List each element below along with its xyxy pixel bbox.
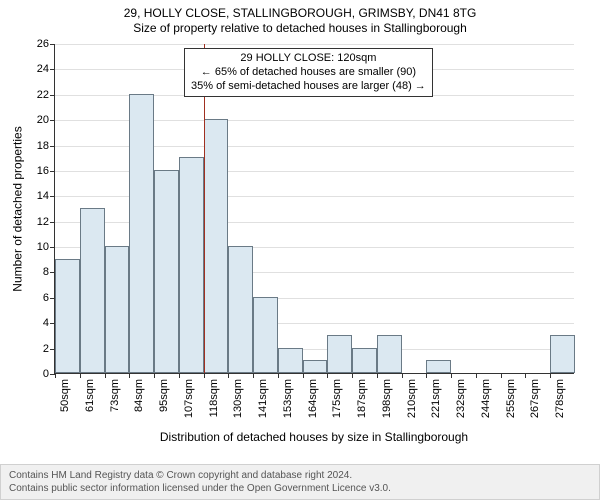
xtick-label: 198sqm [381, 379, 393, 418]
histogram-bar [253, 297, 278, 373]
histogram-bar [327, 335, 352, 373]
page-subtitle: Size of property relative to detached ho… [0, 21, 600, 36]
xtick-label: 84sqm [133, 379, 145, 412]
annotation-line: 35% of semi-detached houses are larger (… [191, 80, 426, 94]
ytick-label: 8 [43, 266, 49, 278]
xtick-label: 61sqm [84, 379, 96, 412]
histogram-bar [352, 348, 377, 373]
xtick-label: 278sqm [554, 379, 566, 418]
xtick-label: 175sqm [331, 379, 343, 418]
histogram-bar [204, 119, 229, 373]
ytick-label: 6 [43, 292, 49, 304]
ytick-label: 16 [37, 165, 49, 177]
xtick-label: 153sqm [282, 379, 294, 418]
histogram-bar [80, 208, 105, 373]
ytick-label: 26 [37, 38, 49, 50]
histogram-bar [228, 246, 253, 373]
xtick-label: 255sqm [505, 379, 517, 418]
footer-line: Contains public sector information licen… [9, 482, 591, 495]
ytick-label: 12 [37, 216, 49, 228]
xtick-label: 232sqm [455, 379, 467, 418]
ytick-label: 14 [37, 190, 49, 202]
ytick-label: 24 [37, 63, 49, 75]
xtick-label: 141sqm [257, 379, 269, 418]
ytick-label: 20 [37, 114, 49, 126]
histogram-bar [278, 348, 303, 373]
histogram-bar [550, 335, 575, 373]
histogram-bar [377, 335, 402, 373]
histogram-bar [426, 360, 451, 373]
xtick-label: 107sqm [183, 379, 195, 418]
ytick-label: 10 [37, 241, 49, 253]
annotation-line: 29 HOLLY CLOSE: 120sqm [191, 52, 426, 66]
xtick-label: 130sqm [232, 379, 244, 418]
xtick-label: 50sqm [59, 379, 71, 412]
ytick-label: 18 [37, 140, 49, 152]
histogram-bar [105, 246, 130, 373]
ytick-label: 0 [43, 368, 49, 380]
histogram-bar [129, 94, 154, 373]
histogram-bar [303, 360, 328, 373]
page-title: 29, HOLLY CLOSE, STALLINGBOROUGH, GRIMSB… [0, 0, 600, 21]
ytick-label: 22 [37, 89, 49, 101]
histogram-bar [154, 170, 179, 373]
x-axis-label: Distribution of detached houses by size … [54, 430, 574, 444]
histogram-chart: 0246810121416182022242650sqm61sqm73sqm84… [54, 44, 574, 374]
xtick-label: 95sqm [158, 379, 170, 412]
annotation-box: 29 HOLLY CLOSE: 120sqm ← 65% of detached… [184, 48, 433, 97]
ytick-label: 2 [43, 343, 49, 355]
footer-line: Contains HM Land Registry data © Crown c… [9, 469, 591, 482]
xtick-label: 187sqm [356, 379, 368, 418]
xtick-label: 118sqm [208, 379, 220, 417]
xtick-label: 221sqm [430, 379, 442, 418]
y-axis-label: Number of detached properties [10, 44, 26, 374]
xtick-label: 244sqm [480, 379, 492, 418]
xtick-label: 267sqm [529, 379, 541, 418]
xtick-label: 210sqm [406, 379, 418, 418]
xtick-label: 164sqm [307, 379, 319, 418]
footer-attribution: Contains HM Land Registry data © Crown c… [0, 464, 600, 500]
histogram-bar [179, 157, 204, 373]
histogram-bar [55, 259, 80, 373]
annotation-line: ← 65% of detached houses are smaller (90… [191, 66, 426, 80]
ytick-label: 4 [43, 317, 49, 329]
xtick-label: 73sqm [109, 379, 121, 412]
